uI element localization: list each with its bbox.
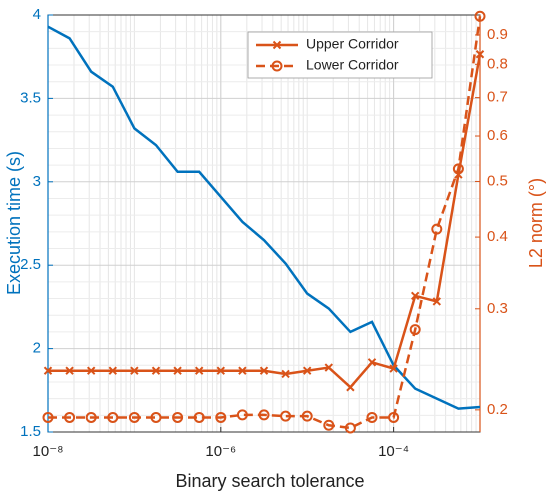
data-point <box>475 50 485 59</box>
data-point <box>301 410 313 422</box>
data-point <box>431 223 443 235</box>
data-point <box>452 163 464 175</box>
data-point <box>366 411 378 423</box>
y-tick-label: 3.5 <box>20 89 41 106</box>
data-line <box>48 16 482 430</box>
data-point <box>65 366 74 375</box>
y-tick-label: 3 <box>33 173 41 190</box>
data-point <box>389 364 398 373</box>
data-point <box>86 366 96 375</box>
y2-tick-label: 0.9 <box>487 26 508 43</box>
data-point <box>173 366 182 375</box>
legend-marker <box>272 40 282 50</box>
y2-tick-label: 0.3 <box>487 300 508 317</box>
x-tick-label: 10⁻⁴ <box>378 443 409 460</box>
data-point <box>302 366 312 375</box>
legend-label: Lower Corridor <box>306 57 399 73</box>
data-point <box>150 411 162 423</box>
data-point <box>236 409 248 421</box>
data-point <box>128 411 140 423</box>
data-point <box>432 297 442 306</box>
data-point <box>323 419 335 431</box>
data-point <box>216 366 226 375</box>
data-point <box>130 366 139 375</box>
legend-marker <box>271 60 283 72</box>
data-point <box>346 383 355 392</box>
y2-axis-label: L2 norm (°) <box>526 178 546 268</box>
data-point <box>324 363 334 372</box>
data-point <box>42 411 54 423</box>
data-point <box>258 409 270 421</box>
y-tick-label: 1.5 <box>20 423 41 440</box>
y2-tick-label: 0.4 <box>487 228 508 245</box>
data-point <box>43 366 53 375</box>
data-point <box>344 422 356 434</box>
data-point <box>388 411 400 423</box>
x-tick-label: 10⁻⁶ <box>205 443 236 460</box>
data-point <box>409 324 421 336</box>
data-point <box>172 411 184 423</box>
y2-tick-label: 0.7 <box>487 89 508 106</box>
y-axis-label: Execution time (s) <box>4 151 24 295</box>
legend-label: Upper Corridor <box>306 36 399 52</box>
data-point <box>215 411 227 423</box>
y2-tick-label: 0.5 <box>487 172 508 189</box>
data-point <box>151 366 161 375</box>
data-line <box>48 54 482 390</box>
data-point <box>194 366 204 375</box>
data-point <box>238 366 247 375</box>
data-point <box>474 10 486 22</box>
data-point <box>280 410 292 422</box>
y2-tick-label: 0.6 <box>487 127 508 144</box>
data-point <box>107 411 119 423</box>
data-point <box>259 366 269 375</box>
data-point <box>281 369 290 379</box>
y-tick-label: 2 <box>33 340 41 357</box>
x-axis-label: Binary search tolerance <box>175 471 364 491</box>
data-point <box>410 291 420 301</box>
y2-tick-label: 0.2 <box>487 401 508 418</box>
data-point <box>64 411 76 423</box>
y-tick-label: 2.5 <box>20 256 41 273</box>
data-point <box>108 366 118 375</box>
data-point <box>193 411 205 423</box>
y2-tick-label: 0.8 <box>487 55 508 72</box>
data-point <box>85 411 97 423</box>
x-tick-label: 10⁻⁸ <box>33 443 64 460</box>
y-tick-label: 4 <box>33 6 41 23</box>
data-point <box>367 358 377 367</box>
data-line <box>47 25 481 410</box>
